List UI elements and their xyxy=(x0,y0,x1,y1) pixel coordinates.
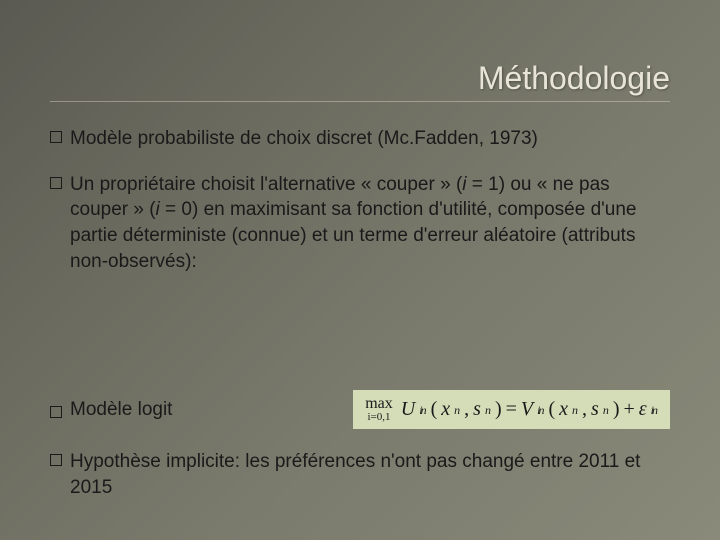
f-V: V xyxy=(521,396,533,423)
f-sn2: n xyxy=(603,402,609,418)
slide-title: Méthodologie xyxy=(50,60,670,102)
f-plus: + xyxy=(623,396,634,423)
bullet-1: Modèle probabiliste de choix discret (Mc… xyxy=(50,126,670,152)
bullet-4: Hypothèse implicite: les préférences n'o… xyxy=(50,449,670,500)
f-xn1: n xyxy=(454,402,460,418)
f-U: U xyxy=(401,396,415,423)
f-eps: ε xyxy=(639,396,647,423)
bullet-3-text: Modèle logit xyxy=(70,397,351,423)
f-xn2: n xyxy=(572,402,578,418)
formula-box: max i=0,1 Uin (xn,sn) = Vin (xn,sn) + εi… xyxy=(353,390,670,429)
f-s1: s xyxy=(473,396,481,423)
b2-part1: Un propriétaire choisit l'alternative « … xyxy=(70,174,462,195)
bullet-1-text: Modèle probabiliste de choix discret (Mc… xyxy=(70,126,670,152)
bullet-4-text: Hypothèse implicite: les préférences n'o… xyxy=(70,449,670,500)
f-lp2: ( xyxy=(548,396,555,423)
checkbox-icon xyxy=(50,454,62,466)
max-label: max xyxy=(365,396,393,412)
checkbox-icon xyxy=(50,406,62,418)
f-x2: x xyxy=(559,396,568,423)
f-lp1: ( xyxy=(431,396,438,423)
f-c2: , xyxy=(582,396,587,423)
f-eq: = xyxy=(506,396,517,423)
slide-container: Méthodologie Modèle probabiliste de choi… xyxy=(0,0,720,540)
spacer xyxy=(50,294,670,340)
formula-max: max i=0,1 xyxy=(365,396,393,423)
f-epsn: n xyxy=(652,402,658,418)
bullet-3: Modèle logit max i=0,1 Uin (xn,sn) = Vin… xyxy=(50,390,670,429)
max-sub: i=0,1 xyxy=(368,412,391,423)
f-s2: s xyxy=(591,396,599,423)
f-x1: x xyxy=(441,396,450,423)
f-rp2: ) xyxy=(613,396,620,423)
f-Vn: n xyxy=(538,402,544,418)
checkbox-icon xyxy=(50,131,62,143)
bullet-2-text: Un propriétaire choisit l'alternative « … xyxy=(70,172,670,275)
f-c1: , xyxy=(464,396,469,423)
f-rp1: ) xyxy=(495,396,502,423)
f-sn1: n xyxy=(485,402,491,418)
checkbox-icon xyxy=(50,177,62,189)
f-Un: n xyxy=(421,402,427,418)
bullet-2: Un propriétaire choisit l'alternative « … xyxy=(50,172,670,275)
